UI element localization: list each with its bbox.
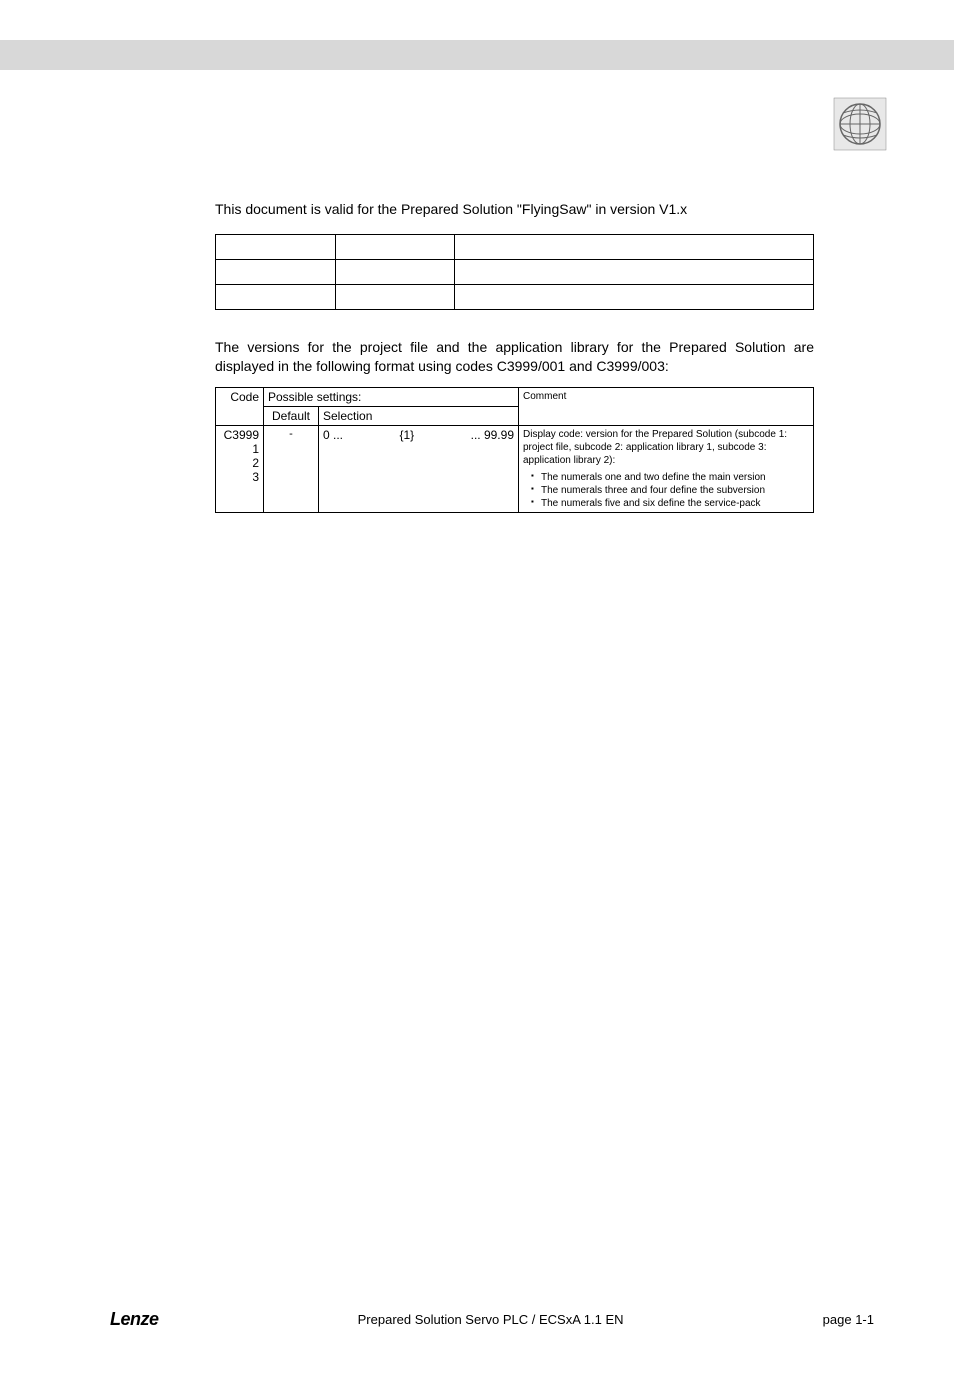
- table-row: [216, 259, 814, 284]
- page-container: This document is valid for the Prepared …: [0, 40, 954, 1390]
- table-row: [216, 234, 814, 259]
- table-row: C3999 1 2 3 - 0 ... {1} ... 99.99 Displa…: [216, 425, 814, 512]
- footer-center: Prepared Solution Servo PLC / ECSxA 1.1 …: [358, 1312, 624, 1327]
- settings-header: Possible settings:: [264, 387, 519, 406]
- header-bar: [0, 40, 954, 70]
- comment-main: Display code: version for the Prepared S…: [523, 429, 787, 466]
- table-row: [216, 284, 814, 309]
- table-cell: [335, 259, 455, 284]
- table-cell: [335, 234, 455, 259]
- footer-page-number: page 1-1: [823, 1312, 874, 1327]
- selection-cell: 0 ... {1} ... 99.99: [319, 425, 519, 512]
- selection-right: ... 99.99: [471, 428, 514, 442]
- selection-mid: {1}: [399, 428, 414, 442]
- intro-text: This document is valid for the Prepared …: [215, 200, 814, 220]
- table-cell: [455, 234, 814, 259]
- selection-left: 0 ...: [323, 428, 343, 442]
- default-header: Default: [264, 406, 319, 425]
- comment-header: Comment: [519, 387, 814, 425]
- bullet-item: The numerals three and four define the s…: [531, 484, 809, 497]
- table-cell: [335, 284, 455, 309]
- default-cell: -: [264, 425, 319, 512]
- table-cell: [216, 259, 336, 284]
- table-header-row: Code Possible settings: Comment: [216, 387, 814, 406]
- bullet-list: The numerals one and two define the main…: [523, 471, 809, 510]
- code-table: Code Possible settings: Comment Default …: [215, 387, 814, 513]
- table-cell: [455, 259, 814, 284]
- footer-logo: Lenze: [110, 1309, 159, 1330]
- page-footer: Lenze Prepared Solution Servo PLC / ECSx…: [0, 1309, 954, 1330]
- selection-header: Selection: [319, 406, 519, 425]
- globe-icon: [831, 95, 889, 153]
- bullet-item: The numerals one and two define the main…: [531, 471, 809, 484]
- comment-cell: Display code: version for the Prepared S…: [519, 425, 814, 512]
- bullet-item: The numerals five and six define the ser…: [531, 497, 809, 510]
- table-cell: [216, 234, 336, 259]
- table-cell: [455, 284, 814, 309]
- code-cell: C3999 1 2 3: [216, 425, 264, 512]
- description-text: The versions for the project file and th…: [215, 338, 814, 377]
- validity-table: [215, 234, 814, 310]
- main-content: This document is valid for the Prepared …: [0, 200, 954, 513]
- table-cell: [216, 284, 336, 309]
- code-header: Code: [216, 387, 264, 425]
